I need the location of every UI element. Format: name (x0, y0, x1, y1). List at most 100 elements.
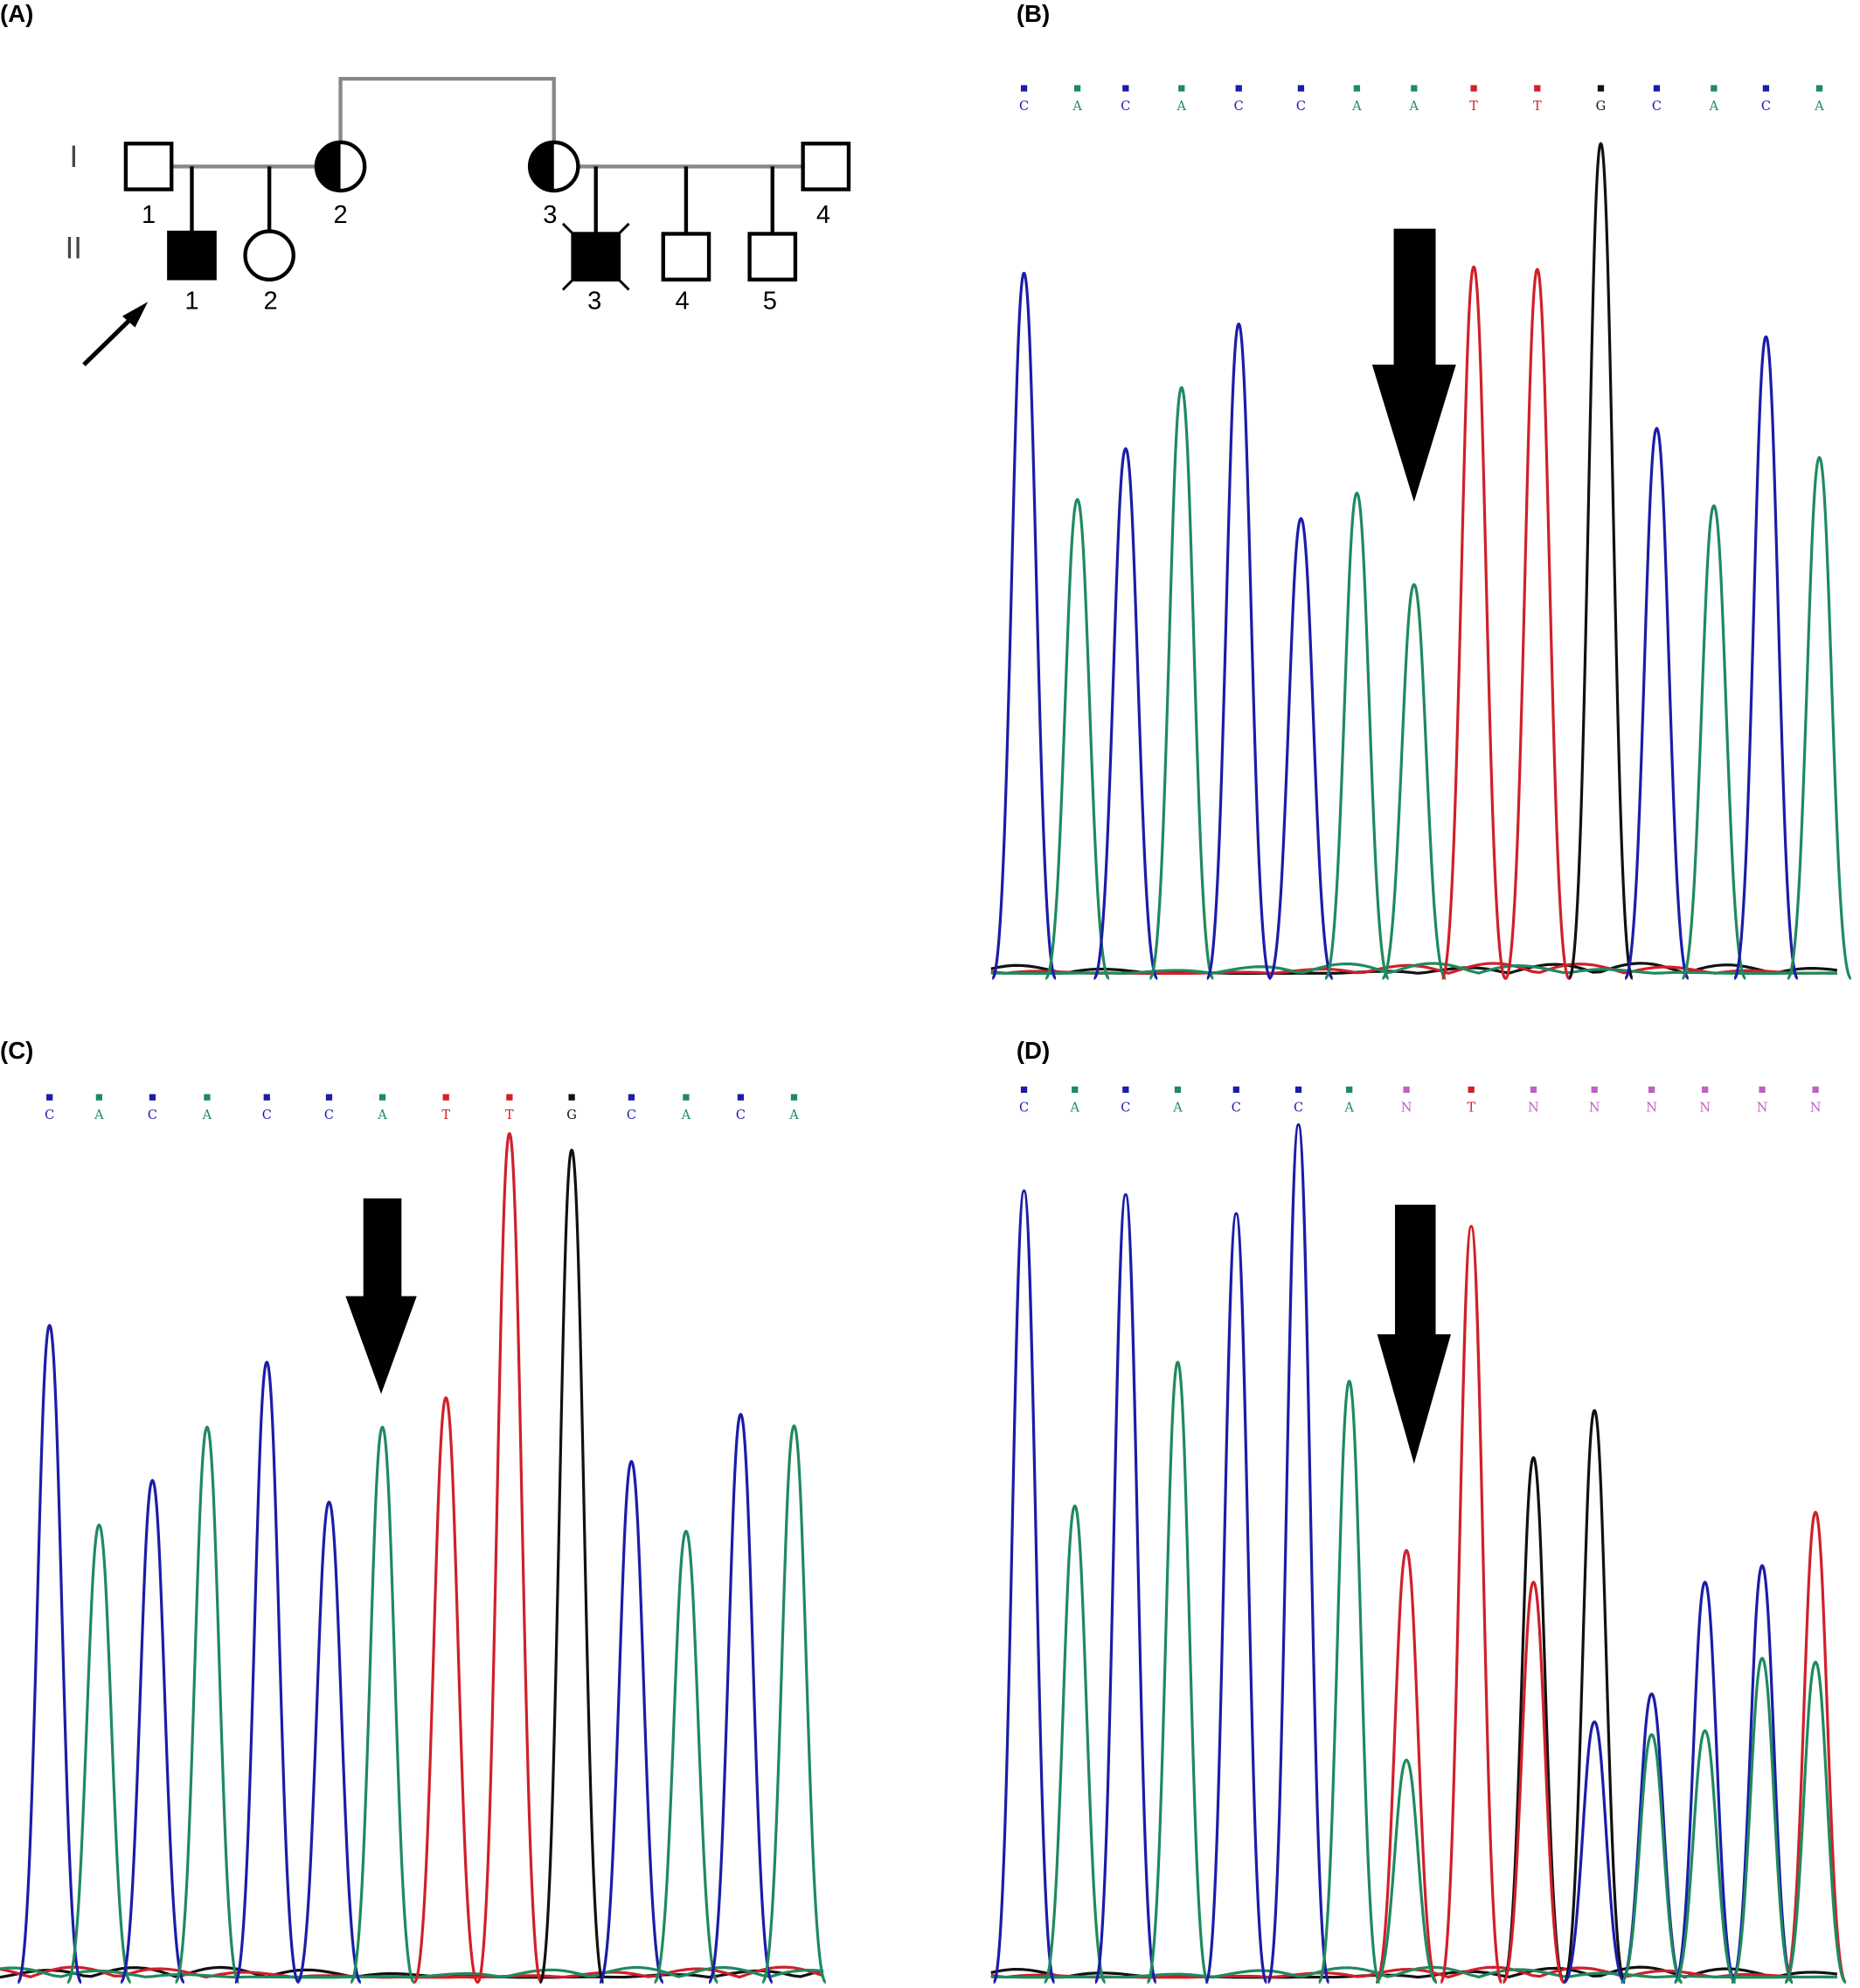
base-call: N (1401, 1102, 1412, 1116)
base-call: N (1699, 1102, 1711, 1116)
baseline-noise (990, 1965, 1837, 1979)
panel-label: (C) (0, 1037, 33, 1064)
individual-number: 5 (763, 288, 777, 316)
base-call: T (505, 1109, 514, 1123)
mutation-arrow (1377, 1204, 1451, 1464)
peak (707, 1413, 774, 1985)
base-marker (1178, 85, 1185, 92)
peak (1730, 1657, 1794, 1985)
base-call: C (1294, 1102, 1303, 1116)
base-marker (1470, 85, 1477, 92)
generation-label: II (66, 232, 82, 266)
base-call: C (1296, 100, 1306, 114)
peak (1093, 1192, 1158, 1985)
sibship-line (338, 76, 556, 142)
peak (1567, 142, 1634, 980)
base-marker (790, 1094, 798, 1101)
mutation-arrow (345, 1198, 417, 1394)
male (123, 142, 174, 191)
peak (1205, 323, 1273, 980)
base-marker (204, 1094, 211, 1101)
peak (1783, 1660, 1848, 1985)
peak (992, 1189, 1056, 1985)
peak (1786, 455, 1853, 980)
base-call: T (1533, 100, 1542, 114)
base-marker (95, 1094, 103, 1101)
peak (1267, 517, 1335, 980)
base-call: C (1019, 100, 1029, 114)
base-call: A (681, 1109, 691, 1123)
base-marker (1815, 85, 1823, 92)
individual-number: 3 (543, 201, 557, 229)
baseline-noise (990, 962, 1837, 976)
base-call: N (1810, 1102, 1822, 1116)
base-call: A (1069, 1102, 1079, 1116)
female (243, 229, 295, 282)
base-marker (1294, 1086, 1302, 1094)
peak (1380, 583, 1447, 980)
base-call: C (324, 1109, 334, 1123)
peak (349, 1425, 416, 1985)
base-call: C (45, 1109, 54, 1123)
carrier-fill (316, 142, 341, 191)
base-call: C (1234, 100, 1244, 114)
peak (1673, 1581, 1738, 1985)
base-call: A (202, 1109, 212, 1123)
base-marker (683, 1094, 690, 1101)
peak (1204, 1212, 1268, 1985)
base-call: C (148, 1109, 157, 1123)
base-marker (737, 1094, 745, 1101)
base-marker (1020, 85, 1028, 92)
peak (1374, 1758, 1439, 1985)
base-call: A (1814, 100, 1824, 114)
male (801, 142, 851, 191)
base-call: G (566, 1109, 577, 1123)
peak (1673, 1729, 1738, 1985)
base-marker (1591, 1086, 1598, 1094)
individual-number: 3 (587, 288, 601, 316)
base-call: T (441, 1109, 450, 1123)
descent-line (190, 166, 774, 234)
base-marker (1702, 1086, 1709, 1094)
panel-label: (D) (1017, 1037, 1050, 1064)
peak (1502, 1581, 1565, 1985)
base-marker (1762, 85, 1770, 92)
base-marker (1711, 85, 1718, 92)
base-marker (1122, 85, 1129, 92)
base-call: T (1469, 100, 1478, 114)
base-call: C (1232, 1102, 1241, 1116)
peak (1680, 504, 1747, 980)
peak (233, 1360, 301, 1985)
base-call: T (1467, 1102, 1475, 1116)
deceased-mark (561, 222, 630, 291)
base-marker (378, 1094, 386, 1101)
base-marker (1403, 1086, 1410, 1094)
base-marker (568, 1094, 575, 1101)
peak (1043, 1504, 1107, 1985)
individual-number: 2 (333, 201, 347, 229)
proband-arrowhead (121, 302, 149, 328)
individual-number: 1 (142, 201, 156, 229)
peak (174, 1425, 240, 1985)
peak (1783, 1511, 1848, 1985)
base-marker (263, 1094, 270, 1101)
peak (1092, 447, 1159, 980)
carrier-fill (530, 142, 554, 191)
base-call: A (1409, 100, 1419, 114)
base-call: C (1019, 1102, 1029, 1116)
base-call: A (1351, 100, 1362, 114)
peak (1439, 1225, 1503, 1985)
base-marker (1073, 85, 1081, 92)
base-marker (1020, 1086, 1028, 1094)
base-marker (1597, 85, 1605, 92)
base-marker (149, 1094, 156, 1101)
base-call: A (377, 1109, 387, 1123)
affected-male (167, 230, 217, 281)
peak (119, 1478, 186, 1985)
peak (16, 1324, 83, 1985)
base-marker (506, 1094, 513, 1101)
base-call: A (1072, 100, 1082, 114)
base-call: G (1596, 100, 1607, 114)
